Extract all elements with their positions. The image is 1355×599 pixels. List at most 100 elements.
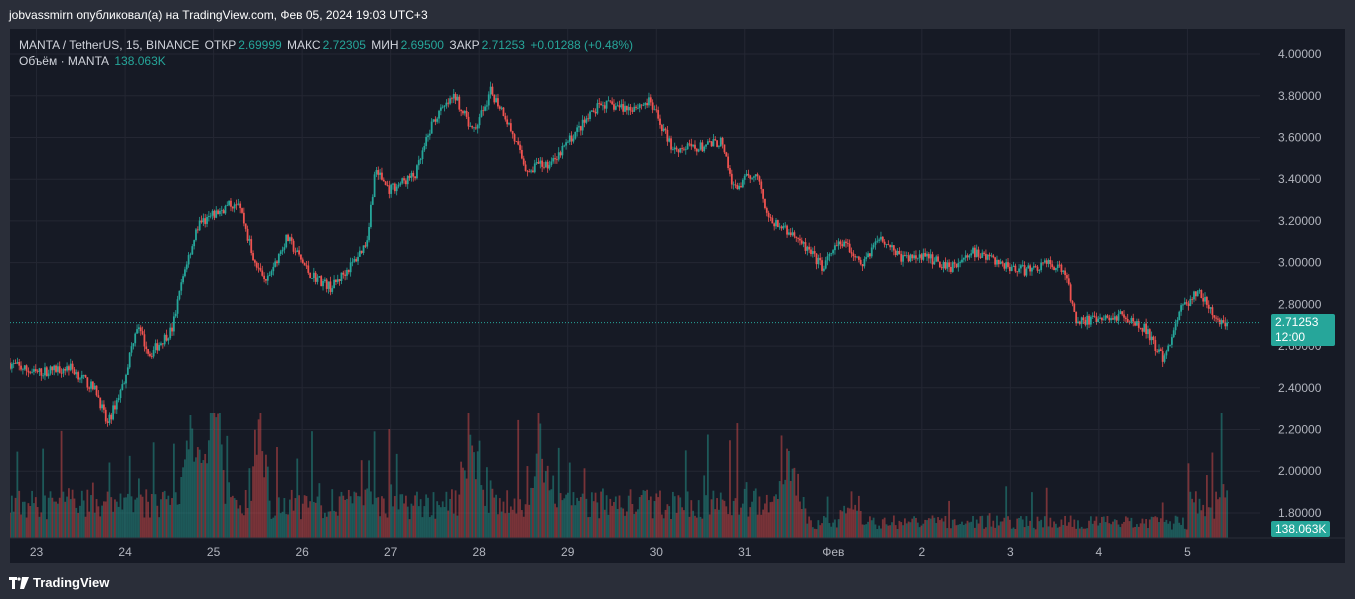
candle-body <box>34 369 37 372</box>
legend-symbol[interactable]: MANTA / TetherUS, 15, BINANCE <box>19 38 200 52</box>
candle-body <box>600 103 602 106</box>
candle-body <box>673 147 676 150</box>
volume-bar <box>1086 528 1089 538</box>
candle-body <box>666 129 669 142</box>
volume-bar <box>239 505 242 538</box>
candle-body <box>1101 317 1103 321</box>
candle-body <box>832 250 834 254</box>
candle-body <box>821 260 823 271</box>
candle-body <box>997 259 1000 265</box>
volume-bar <box>368 460 370 538</box>
volume-bar <box>149 517 151 538</box>
candle-body <box>482 110 485 112</box>
candle-body <box>979 256 982 258</box>
candle-body <box>1204 297 1206 302</box>
volume-bar <box>141 496 144 538</box>
candle-body <box>1102 319 1105 321</box>
volume-bar <box>938 520 941 538</box>
volume-bar <box>692 510 695 538</box>
candle-body <box>778 226 781 228</box>
volume-bar <box>1152 517 1155 538</box>
candle-body <box>139 327 142 332</box>
volume-bar <box>946 528 949 538</box>
x-tick-label: 23 <box>30 545 44 559</box>
candle-body <box>241 208 243 213</box>
tradingview-logo-icon[interactable] <box>9 576 29 589</box>
candle-body <box>872 244 875 248</box>
candle-body <box>1196 291 1199 297</box>
volume-bar <box>357 496 359 538</box>
volume-bar <box>82 500 85 538</box>
price-chart[interactable]: 4.00000 3.80000 3.60000 3.40000 3.20000 3.000… <box>10 29 1346 564</box>
volume-bar <box>1185 529 1188 538</box>
y-tick-label: 3.80000 <box>1278 89 1322 103</box>
volume-bar <box>180 476 183 538</box>
volume-bar <box>388 429 391 538</box>
volume-bar <box>675 512 678 538</box>
candle-body <box>900 253 903 262</box>
candle-body <box>1020 265 1022 269</box>
volume-bar <box>933 517 936 538</box>
candle-body <box>307 265 310 273</box>
candle-body <box>708 141 711 143</box>
candle-body <box>589 111 591 119</box>
volume-bar <box>84 516 87 538</box>
volume-bar <box>1204 516 1206 538</box>
volume-bar <box>10 512 11 538</box>
volume-bar <box>1091 523 1094 538</box>
candle-body <box>42 375 45 377</box>
candle-body <box>381 172 383 180</box>
candle-body <box>524 164 527 171</box>
volume-bar <box>23 501 26 538</box>
candle-body <box>108 414 111 423</box>
volume-bar <box>1075 528 1078 538</box>
volume-bar <box>432 492 435 538</box>
volume-bar <box>541 458 544 538</box>
volume-bar <box>169 504 172 538</box>
candle-body <box>432 119 435 122</box>
volume-bar <box>71 489 74 538</box>
volume-bar <box>824 517 827 538</box>
candle-body <box>228 200 231 206</box>
candle-body <box>550 161 553 166</box>
volume-bar <box>968 522 971 538</box>
candle-body <box>552 158 555 162</box>
volume-bar <box>596 502 599 538</box>
volume-bar <box>408 519 411 538</box>
legend-open: 2.69999 <box>238 38 282 52</box>
volume-bar <box>193 461 196 538</box>
candle-body <box>705 144 707 147</box>
candle-body <box>938 261 941 268</box>
candle-body <box>1183 302 1186 305</box>
volume-bar <box>708 514 711 538</box>
volume-bar <box>1099 522 1101 538</box>
candle-body <box>920 254 923 260</box>
candle-body <box>1161 351 1164 362</box>
volume-bar <box>885 524 888 538</box>
candle-body <box>734 184 737 186</box>
volume-bar <box>828 523 831 538</box>
x-tick-label: 25 <box>207 545 221 559</box>
volume-bar <box>176 504 179 538</box>
candle-body <box>498 106 501 109</box>
volume-bar <box>561 500 564 538</box>
volume-bar <box>1062 524 1065 538</box>
candle-body <box>480 110 483 118</box>
volume-bar <box>767 512 770 538</box>
volume-bar <box>535 453 538 538</box>
candle-body <box>986 254 989 260</box>
volume-bar <box>436 501 439 538</box>
candle-body <box>224 205 227 214</box>
candle-body <box>609 100 612 102</box>
volume-bar <box>1020 516 1022 538</box>
volume-bar <box>927 518 930 538</box>
volume-bar <box>749 507 752 538</box>
legend-volume-label[interactable]: Объём · MANTA <box>19 54 110 68</box>
volume-bar <box>42 448 45 538</box>
volume-bar <box>215 417 218 538</box>
chart-frame[interactable]: 4.00000 3.80000 3.60000 3.40000 3.20000 3.000… <box>9 28 1346 564</box>
tradingview-brand[interactable]: TradingView <box>33 574 110 590</box>
candle-body <box>86 377 89 388</box>
volume-bar <box>277 497 280 538</box>
volume-bar <box>581 493 584 538</box>
